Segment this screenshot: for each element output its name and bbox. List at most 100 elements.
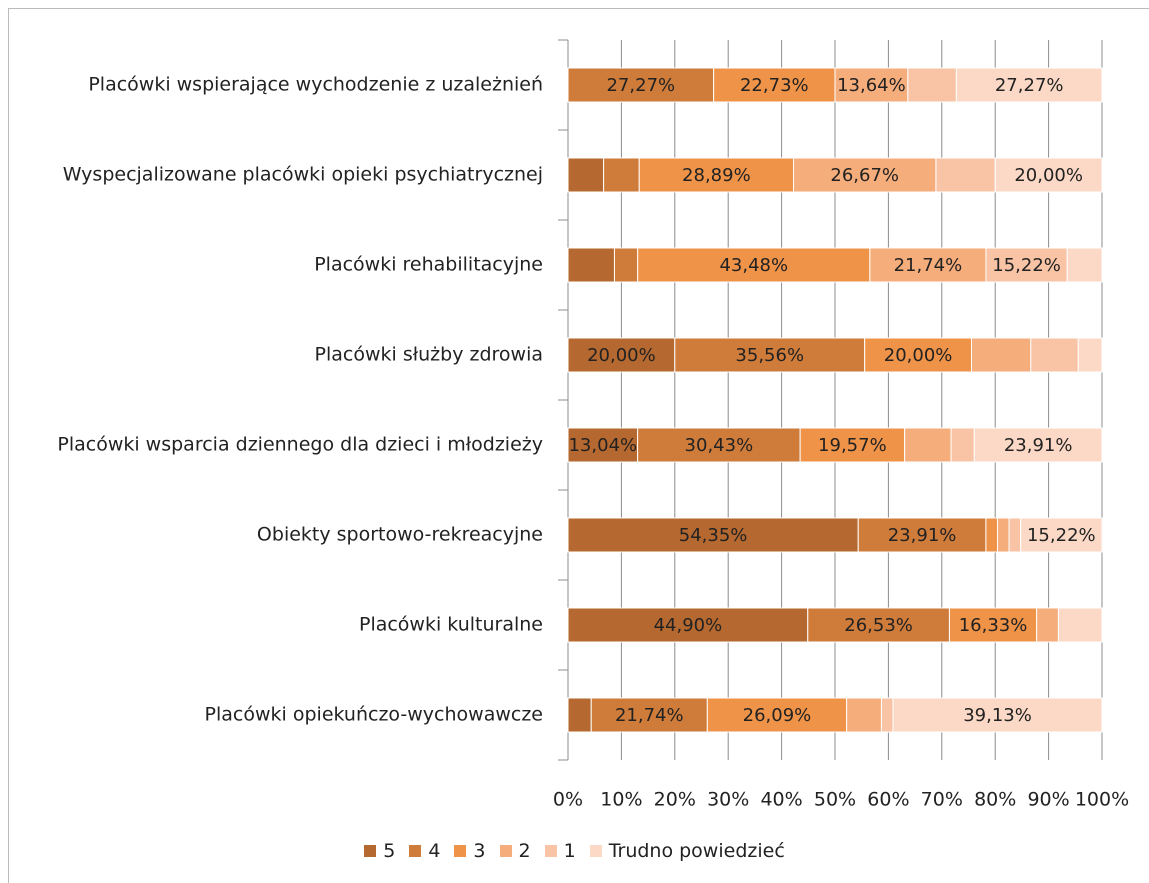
bar-segment xyxy=(567,697,592,733)
legend: 5 4 3 2 1 Trudno powiedzieć xyxy=(0,840,1149,862)
data-label: 26,53% xyxy=(844,615,913,636)
bar-segment xyxy=(985,517,998,553)
legend-swatch xyxy=(409,845,422,857)
bar-segment xyxy=(567,607,809,643)
bar-segment xyxy=(637,247,871,283)
bar-segment xyxy=(1057,607,1103,643)
x-tick-label: 40% xyxy=(760,789,802,811)
bar-segment xyxy=(638,157,795,193)
data-label: 20,00% xyxy=(587,345,656,366)
legend-swatch xyxy=(544,845,557,857)
data-label: 20,00% xyxy=(884,345,953,366)
category-label: Placówki służby zdrowia xyxy=(314,343,543,366)
data-label: 13,04% xyxy=(568,435,637,456)
bar-segment xyxy=(970,337,1032,373)
bar-segment xyxy=(637,427,801,463)
legend-label: Trudno powiedzieć xyxy=(608,840,785,862)
x-tick-label: 30% xyxy=(707,789,749,811)
category-label: Placówki opiekuńczo-wychowawcze xyxy=(204,703,543,726)
bar-segment xyxy=(996,517,1010,553)
data-label: 23,91% xyxy=(1004,435,1073,456)
bar-segment xyxy=(955,67,1103,103)
bar-segment xyxy=(1066,247,1103,283)
x-tick-label: 80% xyxy=(974,789,1016,811)
category-label: Obiekty sportowo-rekreacyjne xyxy=(256,523,543,546)
legend-item: Trudno powiedzieć xyxy=(589,840,785,862)
category-label: Placówki kulturalne xyxy=(358,613,543,636)
bar-segment xyxy=(834,67,909,103)
bar-segment xyxy=(613,247,639,283)
legend-item: 2 xyxy=(499,840,531,862)
bar-segment xyxy=(907,67,957,103)
legend-label: 3 xyxy=(473,840,486,862)
bar-segment xyxy=(567,67,715,103)
bar-segment xyxy=(807,607,950,643)
category-label: Placówki wspierające wychodzenie z uzale… xyxy=(88,73,543,96)
x-tick-label: 100% xyxy=(1075,789,1129,811)
bar-segment xyxy=(706,697,848,733)
data-label: 26,67% xyxy=(830,165,899,186)
data-label: 26,09% xyxy=(743,705,812,726)
data-label: 15,22% xyxy=(1027,525,1096,546)
bar-segment xyxy=(567,427,639,463)
data-label: 44,90% xyxy=(654,615,723,636)
bar-segment xyxy=(950,427,975,463)
bar-segment xyxy=(1030,337,1079,373)
category-label: Placówki rehabilitacyjne xyxy=(314,253,543,276)
bar-segment xyxy=(567,247,615,283)
bar-segment xyxy=(973,427,1103,463)
bar-segment xyxy=(994,157,1103,193)
legend-item: 5 xyxy=(364,840,395,862)
data-label: 22,73% xyxy=(740,75,809,96)
bar-segment xyxy=(793,157,937,193)
data-label: 13,64% xyxy=(837,75,906,96)
legend-item: 4 xyxy=(409,840,440,862)
data-label: 43,48% xyxy=(719,255,788,276)
x-tick-label: 60% xyxy=(867,789,909,811)
bar-segment xyxy=(880,697,894,733)
legend-item: 1 xyxy=(544,840,576,862)
x-tick-label: 20% xyxy=(654,789,696,811)
x-tick-label: 0% xyxy=(553,789,583,811)
legend-item: 3 xyxy=(454,840,486,862)
x-tick-label: 70% xyxy=(921,789,963,811)
legend-label: 4 xyxy=(428,840,441,862)
data-label: 28,89% xyxy=(682,165,751,186)
data-label: 27,27% xyxy=(995,75,1064,96)
bar-segment xyxy=(590,697,708,733)
data-label: 54,35% xyxy=(679,525,748,546)
data-label: 23,91% xyxy=(888,525,957,546)
bar-segment xyxy=(869,247,987,283)
x-tick-label: 50% xyxy=(814,789,856,811)
x-tick-label: 10% xyxy=(600,789,642,811)
data-label: 30,43% xyxy=(685,435,754,456)
legend-swatch xyxy=(364,845,377,857)
data-label: 21,74% xyxy=(894,255,963,276)
frame xyxy=(8,8,1149,883)
legend-swatch xyxy=(454,845,467,857)
bar-segment xyxy=(1077,337,1103,373)
data-label: 19,57% xyxy=(818,435,887,456)
data-label: 20,00% xyxy=(1014,165,1083,186)
legend-label: 1 xyxy=(563,840,576,862)
x-tick-label: 90% xyxy=(1027,789,1069,811)
legend-label: 2 xyxy=(518,840,531,862)
bar-segment xyxy=(567,517,859,553)
bar-segment xyxy=(1020,517,1103,553)
legend-swatch xyxy=(589,845,602,857)
data-label: 15,22% xyxy=(992,255,1061,276)
bar-segment xyxy=(935,157,996,193)
bar-segment xyxy=(846,697,882,733)
bar-segment xyxy=(904,427,952,463)
bar-segment xyxy=(567,157,605,193)
bar-segment xyxy=(1036,607,1059,643)
bar-segment xyxy=(1008,517,1022,553)
data-label: 35,56% xyxy=(735,345,804,366)
category-label: Placówki wsparcia dziennego dla dzieci i… xyxy=(57,433,543,456)
data-label: 21,74% xyxy=(615,705,684,726)
bar-segment xyxy=(603,157,640,193)
bar-segment xyxy=(985,247,1068,283)
bar-segment xyxy=(864,337,972,373)
